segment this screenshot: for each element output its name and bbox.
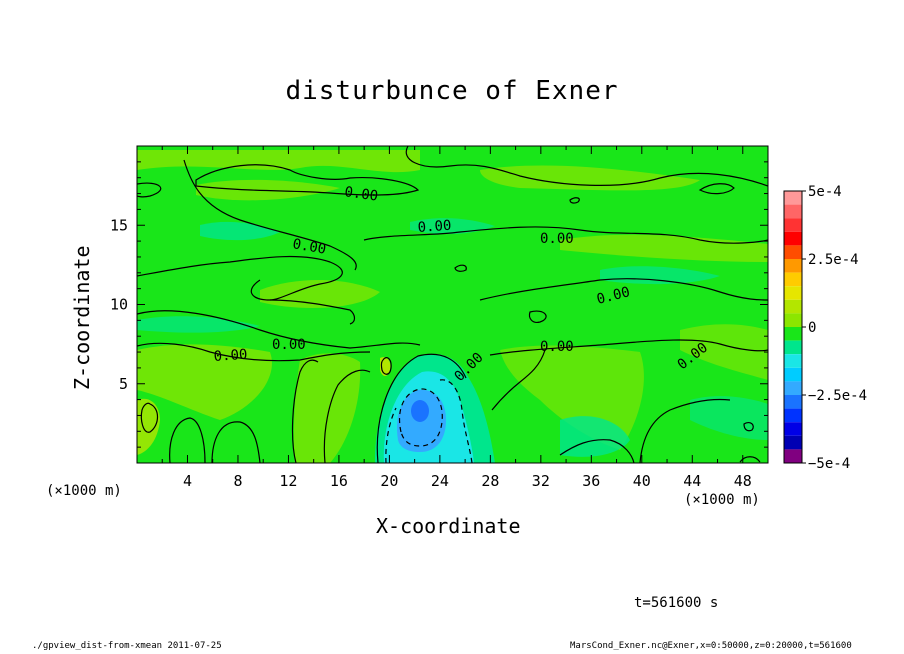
- contour-label: 0.00: [540, 231, 574, 247]
- y-tick-label: 15: [110, 216, 128, 234]
- colorbar-level: [784, 340, 802, 355]
- contour-label: 0.00: [595, 284, 632, 308]
- colorbar-level: [784, 395, 802, 409]
- colorbar-level: [784, 245, 802, 259]
- colorbar-level: [784, 435, 802, 450]
- colorbar-tick-labels: 5e-4 2.5e-4 0 −2.5e-4 −5e-4: [808, 184, 867, 472]
- x-axis-ticks: [161, 146, 744, 463]
- colorbar-level: [784, 231, 802, 246]
- colorbar-level: [784, 327, 802, 341]
- x-axis-tick-labels: 4 8 12 16 20 24 28 32 36 40 44 48: [183, 472, 752, 490]
- x-unit-label-left: (×1000 m): [46, 483, 122, 499]
- y-tick-label: 5: [119, 375, 128, 393]
- x-unit-label-right: (×1000 m): [684, 492, 760, 508]
- contour-lines: [137, 146, 768, 463]
- colorbar-level: [784, 259, 802, 273]
- colorbar: [783, 190, 806, 464]
- colorbar-level: [784, 272, 802, 287]
- colorbar-level: [784, 408, 802, 423]
- x-tick-label: 16: [330, 472, 348, 490]
- colorbar-level: [784, 381, 802, 395]
- negative-contours: [385, 379, 473, 463]
- colorbar-tick-label: 0: [808, 320, 816, 336]
- colorbar-level: [784, 354, 802, 368]
- x-axis-label: X-coordinate: [376, 514, 521, 538]
- x-tick-label: 48: [734, 472, 752, 490]
- footer-data-info: MarsCond_Exner.nc@Exner,x=0:50000,z=0:20…: [570, 641, 852, 651]
- x-tick-label: 44: [683, 472, 701, 490]
- colorbar-level: [784, 422, 802, 436]
- footer-script-info: ./gpview_dist-from-xmean 2011-07-25: [32, 641, 222, 651]
- x-tick-label: 20: [380, 472, 398, 490]
- colorbar-level: [784, 449, 802, 463]
- y-axis-label: Z-coordinate: [70, 245, 94, 391]
- time-label: t=561600 s: [634, 595, 719, 611]
- y-tick-label: 10: [110, 296, 128, 314]
- colorbar-level: [784, 299, 802, 314]
- colorbar-tick-label: 5e-4: [808, 184, 842, 200]
- colorbar-level: [784, 204, 802, 219]
- contour-label: 0.00: [291, 236, 327, 258]
- y-axis-ticks: [137, 161, 768, 448]
- contour-label: 0.00: [272, 337, 306, 353]
- colorbar-level: [784, 367, 802, 382]
- x-tick-label: 40: [633, 472, 651, 490]
- colorbar-level: [784, 218, 802, 232]
- colorbar-tick-label: −5e-4: [808, 456, 850, 472]
- contour-label: 0.00: [213, 347, 248, 365]
- x-tick-label: 28: [481, 472, 499, 490]
- colorbar-level: [784, 286, 802, 300]
- x-tick-label: 36: [582, 472, 600, 490]
- filled-contour-field: [137, 146, 768, 463]
- contour-label: 0.00: [343, 184, 379, 205]
- x-tick-label: 24: [431, 472, 449, 490]
- contour-label: 0.00: [417, 218, 452, 236]
- colorbar-tick-label: 2.5e-4: [808, 252, 859, 268]
- x-tick-label: 8: [233, 472, 242, 490]
- x-tick-label: 4: [183, 472, 192, 490]
- x-tick-label: 32: [532, 472, 550, 490]
- y-axis-tick-labels: 5 10 15: [110, 216, 128, 393]
- chart-title: disturbunce of Exner: [285, 76, 619, 106]
- colorbar-level: [784, 313, 802, 327]
- x-tick-label: 12: [279, 472, 297, 490]
- colorbar-tick-label: −2.5e-4: [808, 388, 867, 404]
- colorbar-level: [784, 191, 802, 205]
- contour-label: 0.00: [540, 339, 574, 355]
